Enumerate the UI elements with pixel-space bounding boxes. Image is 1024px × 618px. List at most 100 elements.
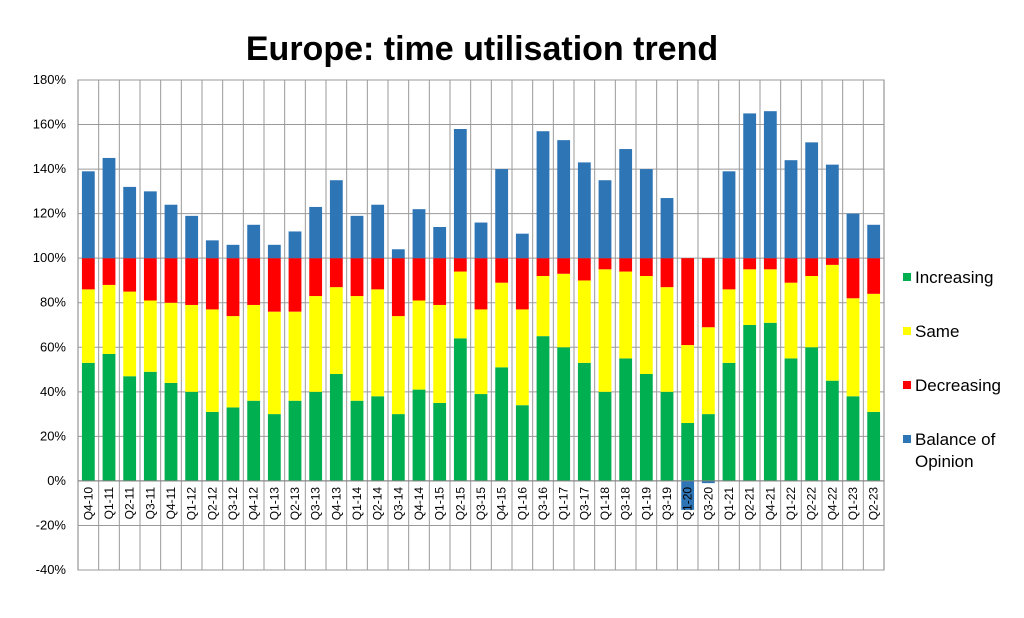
bar-decreasing: [763, 258, 777, 270]
bar-balance-of-opinion: [453, 129, 467, 259]
bar-decreasing: [371, 258, 385, 290]
bar-same: [329, 287, 343, 374]
bar-same: [681, 345, 695, 423]
y-tick-label: 140%: [33, 161, 67, 176]
x-tick-label: Q1-13: [267, 487, 281, 521]
x-tick-label: Q4-12: [247, 487, 261, 521]
x-tick-label: Q1-22: [784, 487, 798, 521]
bar-same: [226, 316, 240, 408]
bar-decreasing: [681, 258, 695, 346]
bar-same: [123, 291, 137, 377]
bar-increasing: [205, 411, 219, 481]
bar-balance-of-opinion: [350, 215, 364, 259]
bar-balance-of-opinion: [577, 162, 591, 259]
bar-increasing: [412, 389, 426, 481]
bar-same: [371, 289, 385, 397]
bar-balance-of-opinion: [164, 204, 178, 259]
x-tick-label: Q3-14: [391, 487, 405, 521]
bar-balance-of-opinion: [247, 224, 261, 259]
bar-balance-of-opinion: [185, 215, 199, 259]
x-tick-label: Q1-15: [433, 487, 447, 521]
y-tick-label: 40%: [40, 384, 66, 399]
x-tick-label: Q2-13: [288, 487, 302, 521]
x-tick-label: Q2-21: [743, 487, 757, 521]
x-tick-label: Q4-15: [495, 487, 509, 521]
bar-same: [701, 327, 715, 415]
bar-increasing: [247, 400, 261, 481]
bar-balance-of-opinion: [412, 209, 426, 259]
bar-decreasing: [825, 258, 839, 265]
bar-balance-of-opinion: [701, 480, 715, 484]
bar-increasing: [391, 414, 405, 481]
bar-balance-of-opinion: [329, 180, 343, 259]
x-tick-label: Q1-14: [350, 487, 364, 521]
bar-decreasing: [102, 258, 116, 285]
bar-same: [577, 280, 591, 363]
bar-same: [722, 289, 736, 363]
bar-same: [205, 309, 219, 412]
bar-decreasing: [867, 258, 881, 294]
bar-balance-of-opinion: [102, 157, 116, 259]
bar-same: [805, 276, 819, 348]
bar-balance-of-opinion: [805, 142, 819, 259]
bar-balance-of-opinion: [391, 249, 405, 259]
chart-title: Europe: time utilisation trend: [246, 30, 718, 68]
bar-decreasing: [143, 258, 157, 301]
legend-label: Balance of Opinion: [915, 430, 996, 471]
bar-decreasing: [329, 258, 343, 288]
bar-increasing: [267, 414, 281, 481]
bar-increasing: [309, 391, 323, 481]
legend-swatch: [903, 273, 911, 281]
bar-same: [309, 296, 323, 392]
bar-increasing: [453, 338, 467, 481]
bar-increasing: [329, 374, 343, 481]
bar-same: [164, 302, 178, 383]
bar-decreasing: [557, 258, 571, 274]
bar-balance-of-opinion: [433, 227, 447, 259]
bar-increasing: [185, 391, 199, 481]
x-tick-label: Q4-10: [81, 487, 95, 521]
bar-decreasing: [619, 258, 633, 272]
bar-increasing: [433, 402, 447, 481]
bar-decreasing: [433, 258, 447, 305]
bar-increasing: [102, 353, 116, 481]
bar-same: [743, 269, 757, 325]
bar-increasing: [515, 405, 529, 481]
bar-same: [247, 304, 261, 401]
bar-same: [267, 311, 281, 415]
bar-increasing: [805, 347, 819, 481]
bar-balance-of-opinion: [825, 164, 839, 259]
x-tick-label: Q4-11: [164, 487, 178, 520]
x-tick-label: Q1-12: [185, 487, 199, 521]
bar-same: [143, 300, 157, 372]
bar-increasing: [763, 322, 777, 481]
bar-increasing: [350, 400, 364, 481]
bar-increasing: [81, 362, 95, 481]
bar-decreasing: [226, 258, 240, 317]
bar-increasing: [577, 362, 591, 481]
bar-decreasing: [412, 258, 426, 301]
bar-balance-of-opinion: [639, 169, 653, 259]
x-tick-label: Q1-19: [639, 487, 653, 521]
legend-label: Increasing: [915, 268, 993, 287]
bar-decreasing: [660, 258, 674, 288]
legend-swatch: [903, 435, 911, 443]
bar-balance-of-opinion: [288, 231, 302, 259]
bar-increasing: [660, 391, 674, 481]
bar-balance-of-opinion: [557, 140, 571, 259]
x-tick-label: Q2-22: [805, 487, 819, 521]
bar-balance-of-opinion: [619, 149, 633, 259]
x-tick-label: Q1-11: [102, 487, 116, 520]
bar-balance-of-opinion: [267, 244, 281, 259]
bar-same: [453, 271, 467, 339]
y-tick-label: 20%: [40, 428, 66, 443]
bar-balance-of-opinion: [371, 204, 385, 259]
bar-increasing: [639, 374, 653, 481]
bar-decreasing: [288, 258, 302, 312]
bar-same: [825, 264, 839, 381]
bar-decreasing: [846, 258, 860, 299]
x-tick-label: Q3-19: [660, 487, 674, 521]
bar-decreasing: [350, 258, 364, 297]
